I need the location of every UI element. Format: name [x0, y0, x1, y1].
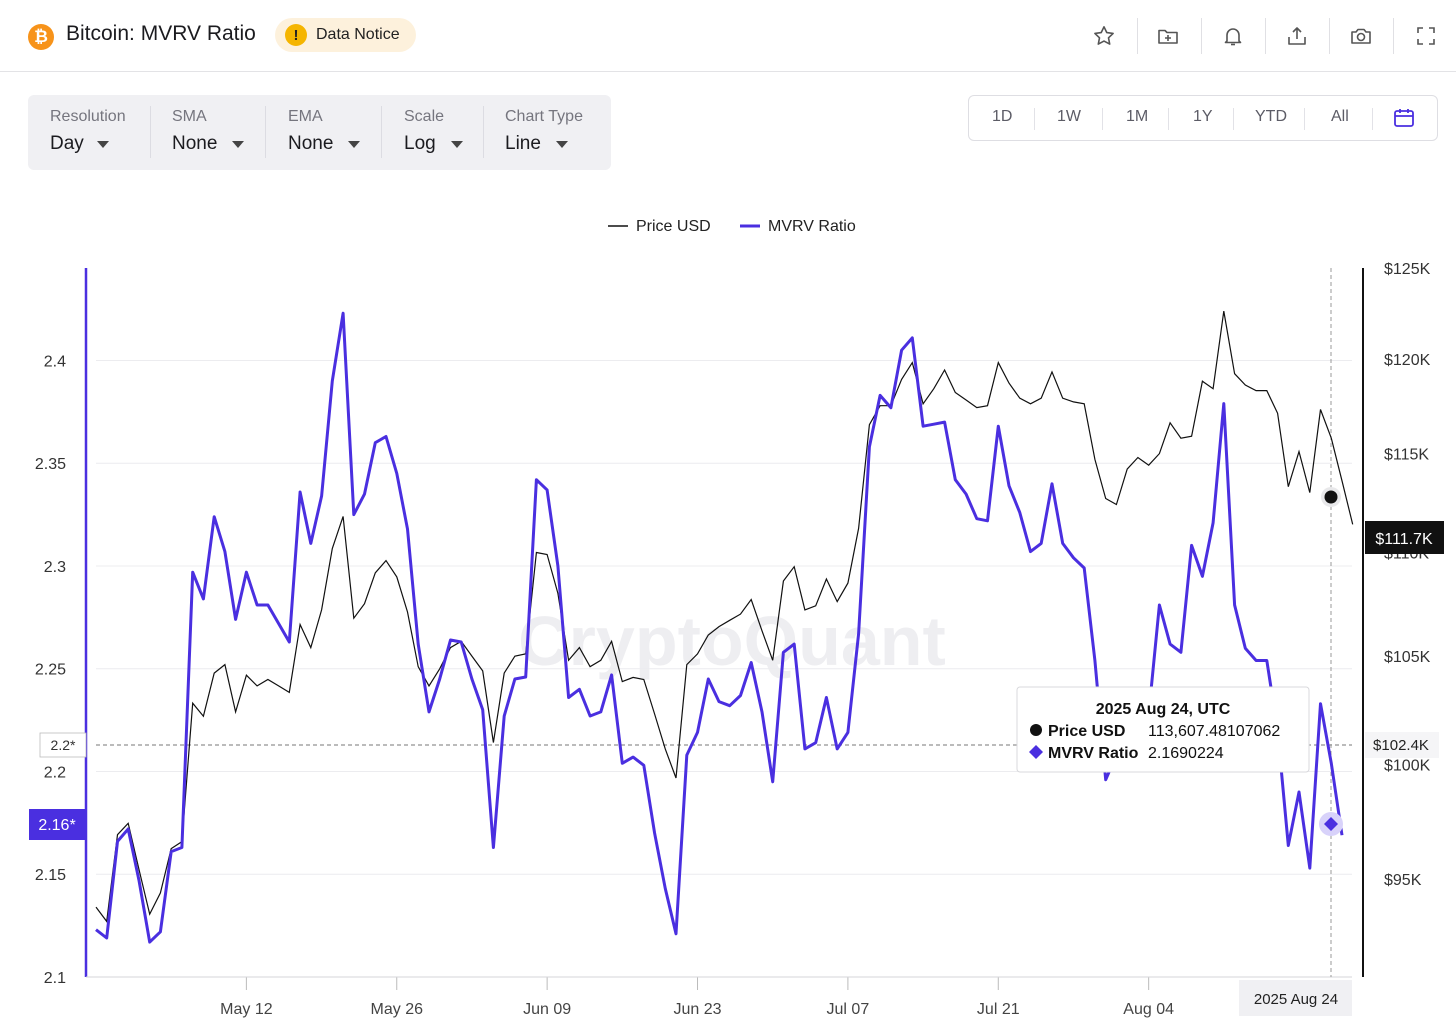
right-tick-label: $95K: [1384, 872, 1422, 889]
legend-price-label: Price USD: [636, 218, 711, 235]
range-1y-button[interactable]: 1Y: [1193, 108, 1213, 125]
control-label: Resolution: [50, 108, 126, 125]
x-tick-label: Aug 04: [1123, 1001, 1174, 1018]
left-tick-label: 2.3: [44, 559, 66, 576]
bell-icon[interactable]: [1217, 20, 1249, 52]
mvrv-ratio-line: [95, 311, 1344, 944]
price-usd-line: [95, 310, 1354, 923]
range-1w-button[interactable]: 1W: [1057, 108, 1081, 125]
range-1d-button[interactable]: 1D: [992, 108, 1013, 125]
left-tick-label: 2.2: [44, 764, 66, 781]
right-tick-label: $125K: [1384, 261, 1431, 278]
right-ref-badge: [1365, 732, 1439, 758]
x-tick-label: Jun 23: [673, 1001, 721, 1018]
x-tick-label: Jun 09: [523, 1001, 571, 1018]
left-ref-badge: [39, 732, 87, 758]
control-value: None: [288, 133, 334, 154]
tooltip-title: 2025 Aug 24, UTC: [1096, 701, 1231, 718]
data-notice-button[interactable]: ! Data Notice: [275, 18, 416, 52]
sma-dropdown[interactable]: SMA None: [150, 95, 265, 170]
control-label: Scale: [404, 108, 445, 125]
data-notice-label: Data Notice: [316, 26, 400, 43]
page-title: Bitcoin: MVRV Ratio: [66, 22, 256, 45]
chart-controls: Resolution Day SMA None EMA None Scale L…: [28, 95, 611, 170]
folder-plus-icon[interactable]: [1152, 20, 1184, 52]
right-ref-label: $102.4K: [1373, 737, 1429, 754]
control-value: Log: [404, 133, 436, 154]
mvrv-hover-point: [1324, 817, 1338, 831]
left-tick-label: 2.15: [35, 867, 66, 884]
control-value: Line: [505, 133, 541, 154]
caret-down-icon: [556, 141, 568, 148]
right-tick-label: $105K: [1384, 649, 1431, 666]
left-current-label: 2.16*: [38, 817, 75, 834]
control-label: SMA: [172, 108, 207, 125]
x-tick-label: Jul 21: [977, 1001, 1020, 1018]
x-tick-label: May 12: [220, 1001, 273, 1018]
left-tick-label: 2.35: [35, 456, 66, 473]
left-tick-label: 2.25: [35, 662, 66, 679]
chart-legend: Price USD MVRV Ratio: [608, 218, 856, 235]
right-tick-label: $115K: [1384, 447, 1429, 464]
fullscreen-icon[interactable]: [1410, 20, 1442, 52]
right-current-label: $111.7K: [1375, 531, 1433, 548]
watermark-text: CryptoQuant: [518, 602, 946, 680]
left-ref-label: 2.2*: [51, 737, 76, 753]
right-axis-ticks: $95K $100K $105K $110K $115K $120K $125K: [1384, 261, 1431, 889]
header-bar: ₿ Bitcoin: MVRV Ratio ! Data Notice: [0, 0, 1456, 72]
share-icon[interactable]: [1281, 20, 1313, 52]
warning-icon: !: [285, 24, 307, 46]
price-hover-halo: [1321, 487, 1341, 507]
tooltip-price-name: Price USD: [1048, 723, 1125, 740]
camera-icon[interactable]: [1345, 20, 1377, 52]
tooltip-mvrv-diamond: [1029, 745, 1043, 759]
caret-down-icon: [451, 141, 463, 148]
control-label: EMA: [288, 108, 323, 125]
chart-type-dropdown[interactable]: Chart Type Line: [483, 95, 611, 170]
tooltip-mvrv-value: 2.1690224: [1148, 745, 1224, 762]
x-axis-ticks: May 12 May 26 Jun 09 Jun 23 Jul 07 Jul 21 Aug …: [220, 977, 1174, 1018]
x-tick-label: May 26: [371, 1001, 424, 1018]
mvrv-hover-halo: [1319, 812, 1343, 836]
left-current-badge: [29, 809, 86, 840]
legend-mvrv-label: MVRV Ratio: [768, 218, 856, 235]
scale-dropdown[interactable]: Scale Log: [381, 95, 483, 170]
range-ytd-button[interactable]: YTD: [1255, 108, 1287, 125]
range-all-button[interactable]: All: [1331, 108, 1349, 125]
x-tick-label: Jul 07: [827, 1001, 870, 1018]
x-current-label: 2025 Aug 24: [1254, 991, 1338, 1008]
caret-down-icon: [232, 141, 244, 148]
left-tick-label: 2.4: [44, 353, 66, 370]
range-selector: 1D 1W 1M 1Y YTD All: [968, 95, 1438, 141]
right-current-badge: [1365, 521, 1444, 554]
control-value: Day: [50, 133, 84, 154]
price-hover-point: [1324, 490, 1338, 504]
caret-down-icon: [97, 141, 109, 148]
x-current-badge: [1239, 980, 1352, 1016]
right-tick-label: $120K: [1384, 352, 1431, 369]
ema-dropdown[interactable]: EMA None: [265, 95, 381, 170]
range-1m-button[interactable]: 1M: [1126, 108, 1149, 125]
tooltip-mvrv-name: MVRV Ratio: [1048, 745, 1139, 762]
left-tick-label: 2.1: [44, 970, 66, 987]
left-axis-ticks: 2.1 2.15 2.2 2.25 2.3 2.35 2.4: [35, 353, 66, 987]
tooltip-price-value: 113,607.48107062: [1148, 723, 1280, 740]
resolution-dropdown[interactable]: Resolution Day: [28, 95, 150, 170]
grid-lines: [96, 359, 1352, 978]
star-icon[interactable]: [1088, 20, 1120, 52]
right-tick-label: $100K: [1384, 758, 1431, 775]
control-value: None: [172, 133, 218, 154]
bitcoin-logo-icon: ₿: [28, 24, 54, 50]
chart-tooltip: 2025 Aug 24, UTC Price USD 113,607.48107…: [1016, 686, 1310, 773]
right-tick-label: $110K: [1384, 546, 1429, 563]
control-label: Chart Type: [505, 108, 583, 125]
caret-down-icon: [348, 141, 360, 148]
calendar-icon[interactable]: [1393, 107, 1415, 134]
tooltip-price-dot: [1030, 724, 1042, 736]
